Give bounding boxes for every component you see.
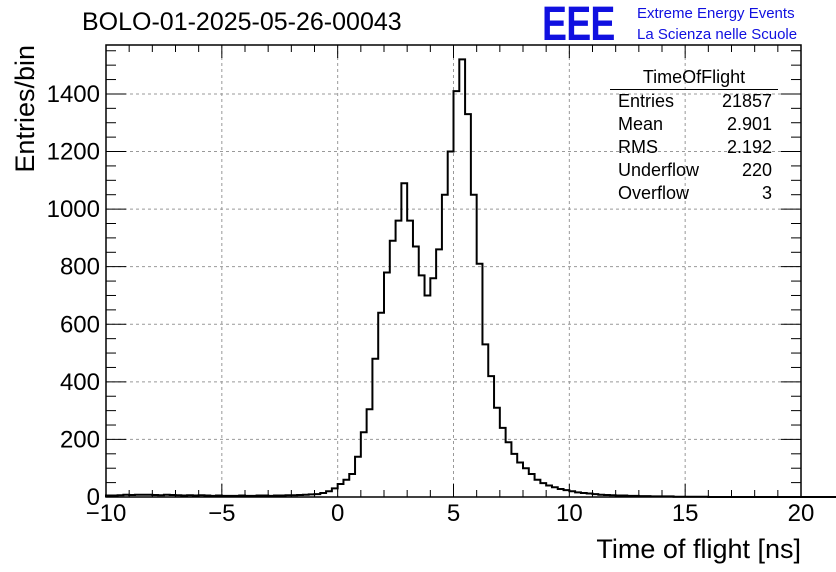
axis-ticks bbox=[105, 45, 802, 498]
run-title: BOLO-01-2025-05-26-00043 bbox=[82, 8, 402, 36]
logo-caption: Extreme Energy Events La Scienza nelle S… bbox=[637, 3, 797, 45]
y-tick-label: 1000 bbox=[47, 196, 100, 223]
stats-label: Underflow bbox=[618, 160, 700, 180]
histogram-bin bbox=[430, 278, 436, 497]
histogram-bin bbox=[407, 221, 413, 497]
y-tick-label: 1200 bbox=[47, 139, 100, 166]
histogram-bin bbox=[425, 295, 431, 497]
stats-row-overflow: Overflow 3 bbox=[610, 182, 778, 205]
y-tick-label: 200 bbox=[60, 426, 100, 453]
y-tick-label: 800 bbox=[60, 254, 100, 281]
logo-line-1: Extreme Energy Events bbox=[637, 5, 795, 22]
histogram-bin bbox=[401, 183, 407, 497]
stats-label: Mean bbox=[618, 114, 664, 134]
stats-value: 2.901 bbox=[726, 114, 772, 134]
stats-label: RMS bbox=[618, 137, 658, 157]
stats-value: 220 bbox=[741, 160, 772, 180]
histogram-bin bbox=[396, 221, 402, 497]
y-tick-label: 400 bbox=[60, 369, 100, 396]
stats-label: Overflow bbox=[618, 183, 690, 203]
grid-lines bbox=[106, 45, 801, 497]
stats-row-entries: Entries 21857 bbox=[610, 90, 778, 113]
y-axis-label: Entries/bin bbox=[10, 45, 40, 173]
stats-row-underflow: Underflow 220 bbox=[610, 159, 778, 182]
x-tick-label: 10 bbox=[556, 500, 583, 527]
stats-value: 21857 bbox=[721, 91, 772, 111]
x-tick-label: 20 bbox=[788, 500, 815, 527]
stats-value: 2.192 bbox=[726, 137, 772, 157]
statistics-box: TimeOfFlight Entries 21857 Mean 2.901 RM… bbox=[610, 66, 778, 205]
y-tick-label: 600 bbox=[60, 311, 100, 338]
histogram-bin bbox=[419, 275, 425, 497]
stats-row-mean: Mean 2.901 bbox=[610, 113, 778, 136]
histogram-bin bbox=[413, 247, 419, 497]
stats-label: Entries bbox=[618, 91, 675, 111]
logo-line-2: La Scienza nelle Scuole bbox=[637, 26, 798, 43]
x-tick-label: −5 bbox=[208, 500, 235, 527]
y-tick-label: 1400 bbox=[47, 81, 100, 108]
stats-value: 3 bbox=[761, 183, 772, 203]
histogram-bin bbox=[448, 152, 454, 497]
x-tick-label: 0 bbox=[331, 500, 344, 527]
x-tick-label: −10 bbox=[86, 500, 127, 527]
histogram-bin bbox=[459, 59, 465, 497]
y-tick-label: 0 bbox=[87, 484, 100, 511]
histogram-bin bbox=[436, 249, 442, 497]
stats-row-rms: RMS 2.192 bbox=[610, 136, 778, 159]
stats-title: TimeOfFlight bbox=[610, 66, 778, 90]
x-axis-label: Time of flight [ns] bbox=[596, 534, 801, 564]
x-tick-label: 15 bbox=[672, 500, 699, 527]
x-tick-label: 5 bbox=[447, 500, 460, 527]
histogram-bin bbox=[390, 241, 396, 497]
eee-logo: EEE bbox=[542, 0, 615, 51]
